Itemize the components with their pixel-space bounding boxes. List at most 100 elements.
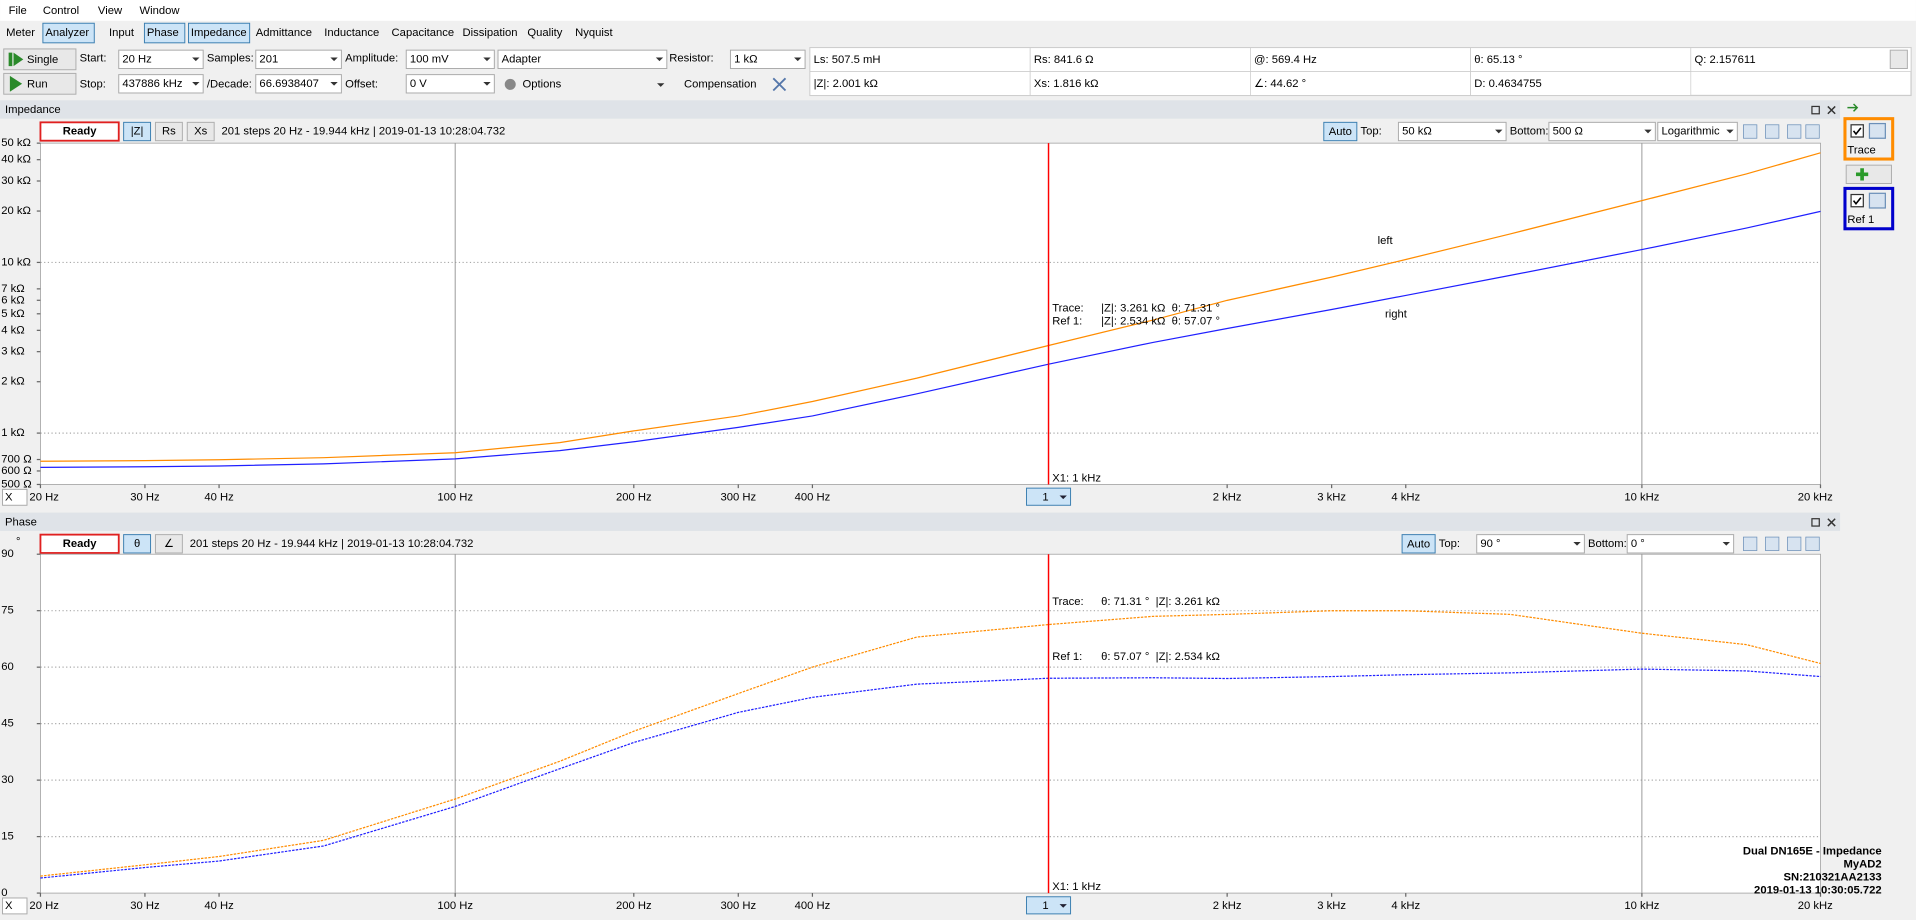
resistor-combo[interactable] (729, 49, 806, 69)
settings-button[interactable] (1889, 49, 1908, 69)
add-trace-button[interactable] (1845, 164, 1892, 184)
trace-button[interactable] (154, 534, 183, 554)
bottom-combo-value: 500 Ω (1553, 125, 1583, 137)
zoom-icon[interactable] (1805, 536, 1820, 551)
cursor-label: X1: 1 kHz (1052, 881, 1101, 893)
impedance-header (0, 100, 1841, 119)
trace-button[interactable] (154, 121, 183, 142)
cursor-selector[interactable] (1026, 896, 1072, 915)
trace-button[interactable] (123, 121, 152, 142)
tab[interactable]: Quality (527, 27, 562, 39)
samples-label: Samples: (207, 53, 254, 65)
trace-settings[interactable] (1868, 192, 1886, 209)
amplitude-combo[interactable] (405, 49, 495, 69)
tab[interactable]: Capacitance (392, 27, 455, 39)
y-tick-label: 20 kΩ (1, 205, 31, 217)
trace-button-label: θ (134, 538, 140, 550)
add-icon (1855, 168, 1869, 181)
auto-button[interactable] (1323, 121, 1358, 142)
run-button[interactable] (3, 72, 77, 95)
cursor-selector-arrow (1059, 904, 1067, 908)
tab[interactable]: Dissipation (463, 27, 518, 39)
menu-item[interactable]: Control (43, 5, 79, 17)
trace-settings[interactable] (1868, 122, 1886, 139)
stop-combo[interactable] (118, 74, 204, 94)
trace-checkbox[interactable] (1850, 193, 1864, 208)
panel-restore (1811, 105, 1820, 115)
menu-item[interactable]: Window (140, 5, 181, 17)
axis-selector-label: X (5, 491, 13, 503)
amplitude-label: Amplitude: (345, 53, 398, 65)
axis-selector[interactable] (2, 897, 28, 915)
zoom-icon[interactable] (1765, 124, 1780, 139)
trace-checkbox[interactable] (1850, 124, 1864, 138)
tab[interactable]: Analyzer (45, 27, 89, 39)
axis-selector[interactable] (2, 488, 28, 506)
tab-selected[interactable] (187, 22, 251, 44)
menu-item[interactable]: View (98, 5, 123, 17)
auto-button[interactable] (1401, 534, 1436, 554)
scale-combo[interactable] (1657, 121, 1738, 142)
zoom-icon[interactable] (1787, 124, 1802, 139)
zoom-icon[interactable] (1787, 536, 1802, 551)
x-tick-label: 100 Hz (437, 491, 473, 503)
zoom-icon[interactable] (1743, 124, 1758, 139)
x-tick-label: 2 kHz (1213, 900, 1242, 912)
y-tick-label: 700 Ω (1, 453, 31, 465)
readout: θ: 65.13 ° (1474, 54, 1522, 66)
offset-label: Offset: (345, 78, 378, 90)
x-tick-label: 300 Hz (720, 900, 756, 912)
menu-bar (0, 0, 1916, 21)
trace-button-label: Xs (194, 125, 208, 137)
y-tick-label: 7 kΩ (1, 283, 24, 295)
x-tick-label: 300 Hz (720, 491, 756, 503)
resistor-combo-value: 1 kΩ (734, 53, 757, 65)
tab[interactable]: Impedance (191, 27, 247, 39)
resistor-label: Resistor: (669, 53, 713, 65)
x-tick-label: 40 Hz (204, 900, 234, 912)
single-button[interactable] (3, 48, 77, 71)
tab[interactable]: Inductance (324, 27, 379, 39)
tab[interactable]: Admittance (256, 27, 312, 39)
x-tick-label: 10 kHz (1624, 900, 1659, 912)
bottom-label: Bottom: (1588, 538, 1627, 550)
footer-text: SN:210321AA2133 (1783, 871, 1881, 883)
start-combo[interactable] (118, 49, 204, 69)
zoom-icon[interactable] (1805, 124, 1820, 139)
compensation-icon (772, 77, 787, 92)
offset-combo[interactable] (405, 74, 495, 94)
bottom-combo[interactable] (1548, 121, 1656, 142)
menu-item[interactable]: File (9, 5, 27, 17)
combo-arrow (794, 57, 802, 62)
trace-line (40, 152, 1821, 462)
top-combo[interactable] (1397, 121, 1507, 142)
samples-combo[interactable] (255, 49, 342, 69)
bottom-combo[interactable] (1626, 534, 1735, 554)
readout: D: 0.4634755 (1474, 78, 1542, 90)
tab[interactable]: Input (109, 27, 135, 39)
options-button[interactable]: Options (522, 78, 561, 90)
top-combo-value: 90 ° (1480, 538, 1500, 550)
top-combo[interactable] (1476, 534, 1585, 554)
x-tick-label: 4 kHz (1391, 491, 1420, 503)
y-tick-label: 6 kΩ (1, 294, 24, 306)
trace-line (40, 668, 1821, 879)
tab[interactable]: Phase (147, 27, 179, 39)
zoom-icon[interactable] (1743, 536, 1758, 551)
y-tick-label: 15 (1, 831, 14, 843)
trace-button[interactable] (186, 121, 215, 142)
tab-selected[interactable] (143, 22, 186, 44)
decade-combo[interactable] (255, 74, 342, 94)
zoom-icon[interactable] (1765, 536, 1780, 551)
tab-selected[interactable] (42, 22, 95, 44)
adapter-combo[interactable] (497, 49, 668, 69)
y-tick-label: 0 (1, 887, 7, 899)
cursor-selector[interactable] (1026, 487, 1072, 506)
tab[interactable]: Meter (6, 27, 35, 39)
x-tick-label: 4 kHz (1391, 900, 1420, 912)
x-tick-label: 20 kHz (1798, 491, 1833, 503)
tab[interactable]: Nyquist (575, 27, 613, 39)
combo-arrow (330, 81, 338, 86)
trace-name: Ref 1 (1847, 214, 1874, 226)
trace-button[interactable] (123, 534, 152, 554)
